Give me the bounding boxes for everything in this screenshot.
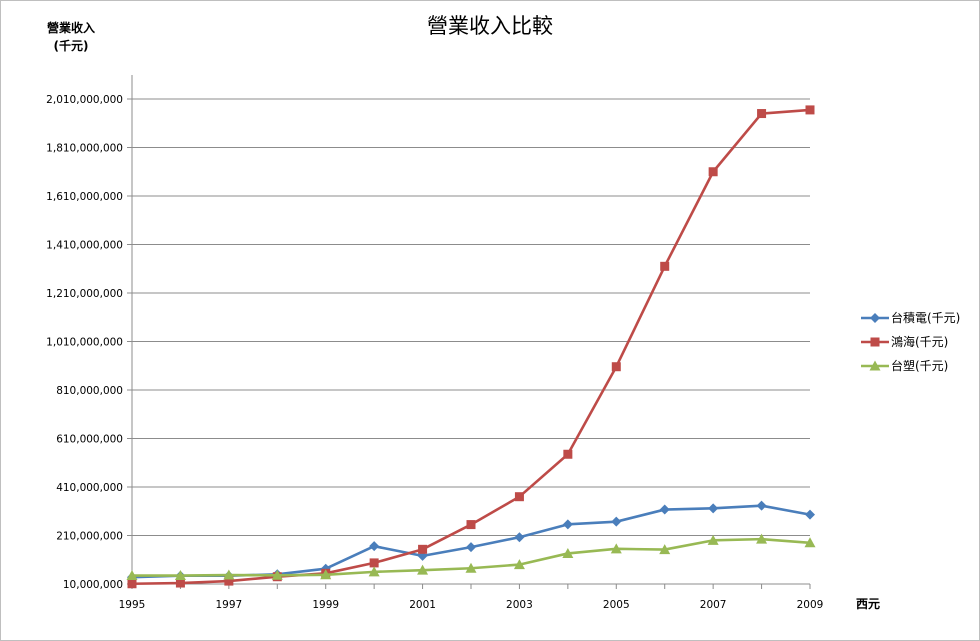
- axes: [127, 75, 811, 589]
- data-point: [368, 566, 380, 577]
- data-point: [805, 509, 815, 520]
- series-group: [126, 105, 816, 589]
- data-point: [271, 569, 283, 580]
- data-point: [869, 360, 881, 371]
- y-tick-label: 610,000,000: [56, 434, 123, 446]
- data-point: [707, 534, 719, 545]
- series-square: [127, 105, 815, 589]
- data-point: [514, 532, 525, 543]
- data-point: [870, 337, 880, 347]
- y-axis-label-line2: (千元): [54, 38, 89, 53]
- data-point: [708, 167, 718, 177]
- data-point: [562, 519, 573, 530]
- y-tick-label: 210,000,000: [56, 531, 123, 543]
- data-point: [465, 562, 477, 573]
- y-tick-label: 1,810,000,000: [46, 143, 123, 155]
- x-tick-label: 1999: [312, 599, 339, 611]
- x-tick-label: 2003: [506, 599, 533, 611]
- gridlines: [132, 98, 810, 536]
- data-point: [659, 544, 671, 555]
- data-point: [175, 578, 185, 588]
- x-tick-label: 2009: [797, 599, 824, 611]
- data-point: [466, 520, 476, 530]
- x-tick-label: 2005: [603, 599, 630, 611]
- data-point: [756, 533, 768, 544]
- legend: 台積電(千元) 鴻海(千元) 台塑(千元): [861, 310, 960, 373]
- data-point: [418, 544, 428, 554]
- data-point: [870, 313, 880, 323]
- y-tick-label: 1,210,000,000: [46, 288, 123, 300]
- data-point: [369, 558, 379, 568]
- data-point: [611, 516, 622, 527]
- x-tick-label: 1997: [215, 599, 242, 611]
- y-tick-label: 10,000,000: [63, 579, 123, 591]
- legend-entry: 台積電(千元): [861, 310, 960, 325]
- data-point: [223, 569, 235, 580]
- chart-title: 營業收入比較: [427, 14, 553, 38]
- data-point: [174, 570, 186, 581]
- data-point: [563, 449, 573, 459]
- series-line: [131, 108, 811, 586]
- legend-entry: 鴻海(千元): [861, 334, 948, 349]
- y-tick-label: 1,610,000,000: [46, 191, 123, 203]
- data-point: [466, 542, 476, 553]
- data-point: [126, 570, 138, 581]
- data-point: [610, 543, 622, 554]
- series-triangle: [126, 533, 816, 581]
- y-axis-label-line1: 營業收入: [47, 20, 95, 35]
- data-point: [804, 537, 816, 548]
- y-tick-label: 2,010,000,000: [46, 94, 123, 106]
- x-axis-label: 西元: [856, 597, 880, 611]
- y-tick-label: 410,000,000: [56, 482, 123, 494]
- x-tick-labels: 1995 1997 1999 2001 2003 2005 2007 2009: [119, 599, 824, 611]
- data-point: [320, 569, 332, 580]
- data-point: [757, 109, 767, 119]
- data-point: [127, 579, 137, 589]
- data-point: [224, 576, 234, 586]
- data-point: [514, 492, 524, 502]
- data-point: [513, 559, 525, 570]
- data-point: [756, 500, 767, 511]
- data-point: [708, 503, 719, 514]
- legend-label: 鴻海(千元): [891, 334, 948, 349]
- data-point: [417, 564, 429, 575]
- data-point: [562, 547, 574, 558]
- data-point: [805, 105, 815, 115]
- data-point: [660, 261, 670, 271]
- data-point: [369, 541, 380, 552]
- legend-label: 台積電(千元): [891, 310, 960, 325]
- data-point: [611, 362, 621, 372]
- x-tick-label: 2007: [700, 599, 727, 611]
- x-tick-label: 2001: [409, 599, 436, 611]
- y-tick-label: 1,410,000,000: [46, 240, 123, 252]
- y-tick-labels: 10,000,000 210,000,000 410,000,000 610,000,…: [46, 94, 123, 591]
- y-tick-label: 810,000,000: [56, 385, 123, 397]
- data-point: [659, 504, 670, 515]
- x-tick-label: 1995: [119, 599, 146, 611]
- y-tick-label: 1,010,000,000: [46, 337, 123, 349]
- legend-entry: 台塑(千元): [861, 358, 948, 373]
- legend-label: 台塑(千元): [891, 358, 948, 373]
